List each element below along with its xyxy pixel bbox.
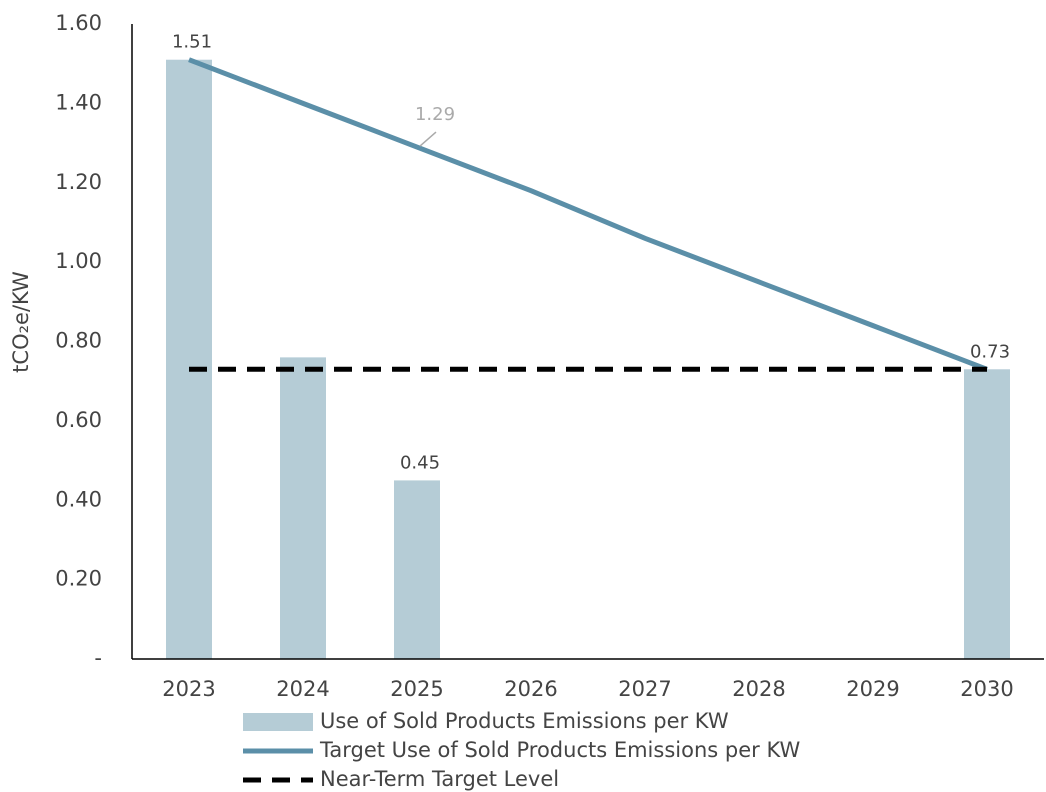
y-tick-label: - xyxy=(94,646,102,670)
x-tick-label: 2030 xyxy=(960,677,1013,701)
legend-swatch xyxy=(243,713,313,731)
legend-label: Use of Sold Products Emissions per KW xyxy=(320,709,729,733)
y-axis-label: tCO₂e/KW xyxy=(9,271,33,373)
label-leader xyxy=(419,131,437,147)
legend-label: Target Use of Sold Products Emissions pe… xyxy=(319,738,800,762)
data-label: 1.29 xyxy=(415,104,455,125)
data-label: 0.45 xyxy=(400,452,440,473)
y-tick-label: 0.20 xyxy=(55,567,102,591)
data-label: 1.51 xyxy=(172,32,212,53)
x-tick-label: 2025 xyxy=(390,677,443,701)
x-tick-label: 2029 xyxy=(846,677,899,701)
y-tick-label: 0.40 xyxy=(55,487,102,511)
y-tick-label: 1.60 xyxy=(55,11,102,35)
bar xyxy=(394,480,440,659)
bar xyxy=(166,59,212,659)
y-tick-label: 0.80 xyxy=(55,329,102,353)
line xyxy=(188,57,988,372)
x-tick-label: 2027 xyxy=(618,677,671,701)
bar xyxy=(280,357,326,659)
x-tick-label: 2026 xyxy=(504,677,557,701)
x-tick-label: 2024 xyxy=(276,677,329,701)
y-tick-label: 1.20 xyxy=(55,170,102,194)
x-tick-label: 2028 xyxy=(732,677,785,701)
legend-label: Near-Term Target Level xyxy=(320,767,559,791)
y-tick-label: 1.40 xyxy=(55,90,102,114)
data-label: 0.73 xyxy=(970,341,1010,362)
y-tick-label: 0.60 xyxy=(55,408,102,432)
y-tick-label: 1.00 xyxy=(55,249,102,273)
x-tick-label: 2023 xyxy=(162,677,215,701)
bar xyxy=(964,369,1010,659)
